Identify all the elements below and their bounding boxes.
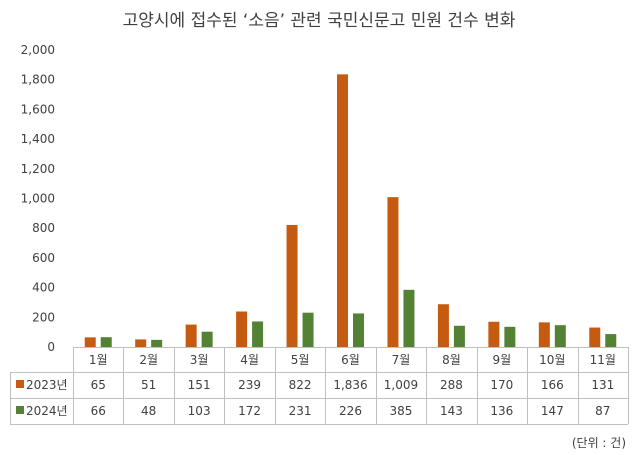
y-tick-label: 400	[32, 281, 55, 295]
data-label: 131	[591, 378, 614, 392]
data-label: 66	[91, 404, 106, 418]
category-label: 11월	[590, 353, 616, 367]
data-label: 103	[188, 404, 211, 418]
category-label: 4월	[240, 353, 259, 367]
bar	[135, 339, 147, 347]
y-tick-label: 600	[32, 251, 55, 265]
data-label: 385	[390, 404, 413, 418]
bar	[453, 325, 465, 347]
bar	[151, 339, 163, 347]
data-label: 170	[490, 378, 513, 392]
legend-swatch	[16, 406, 24, 414]
y-tick-label: 2,000	[21, 43, 55, 57]
data-label: 822	[289, 378, 312, 392]
data-label: 288	[440, 378, 463, 392]
data-label: 143	[440, 404, 463, 418]
y-tick-label: 1,000	[21, 192, 55, 206]
y-tick-label: 200	[32, 310, 55, 324]
category-label: 3월	[190, 353, 209, 367]
axis-layer: 0 200 400 600 800 1,000 1,200 1,400 1,600 1,800 2,…	[21, 43, 55, 354]
data-table: 1월 2월 3월 4월 5월 6월 7월 8월 9월 10월 11월 2023년 65 51 151 239 8…	[10, 347, 629, 425]
y-tick-label: 800	[32, 221, 55, 235]
bar	[337, 74, 348, 347]
category-label: 6월	[341, 353, 360, 367]
bar	[538, 322, 550, 347]
data-label: 239	[238, 378, 261, 392]
data-label: 136	[490, 404, 513, 418]
bars-layer	[84, 74, 617, 347]
legend-label: 2023년	[26, 378, 68, 392]
bar	[387, 197, 399, 347]
category-label: 9월	[493, 353, 512, 367]
bar	[504, 326, 516, 347]
data-label: 166	[541, 378, 564, 392]
data-label: 172	[238, 404, 261, 418]
y-tick-label: 0	[47, 340, 55, 354]
bar	[286, 224, 298, 347]
data-label: 151	[188, 378, 211, 392]
y-tick-label: 1,400	[21, 132, 55, 146]
data-label: 1,009	[384, 378, 418, 392]
data-label: 48	[141, 404, 156, 418]
data-label: 51	[141, 378, 156, 392]
legend-label: 2024년	[26, 404, 68, 418]
y-tick-label: 1,200	[21, 162, 55, 176]
bar	[84, 337, 96, 347]
y-tick-label: 1,800	[21, 73, 55, 87]
chart-title: 고양시에 접수된 ‘소음’ 관련 국민신문고 민원 건수 변화	[122, 11, 516, 31]
bar	[488, 321, 500, 347]
bar	[100, 337, 112, 347]
bar	[252, 321, 264, 347]
bar	[589, 327, 601, 347]
data-label: 231	[289, 404, 312, 418]
bar	[236, 311, 248, 347]
category-label: 2월	[139, 353, 158, 367]
data-label: 87	[595, 404, 610, 418]
category-label: 5월	[291, 353, 310, 367]
y-tick-label: 1,600	[21, 102, 55, 116]
unit-note: (단위 : 건)	[571, 436, 626, 450]
bar	[437, 304, 449, 347]
data-label: 147	[541, 404, 564, 418]
bar	[554, 325, 566, 347]
bar	[605, 334, 617, 347]
bar	[185, 324, 197, 347]
category-label: 7월	[392, 353, 411, 367]
bar	[302, 312, 314, 347]
data-label: 226	[339, 404, 362, 418]
data-label: 65	[91, 378, 106, 392]
legend-swatch	[16, 380, 24, 388]
category-label: 8월	[442, 353, 461, 367]
data-label: 1,836	[333, 378, 367, 392]
bar	[201, 331, 213, 347]
bar	[353, 313, 364, 347]
bar	[403, 289, 415, 347]
category-label: 10월	[539, 353, 565, 367]
category-label: 1월	[89, 353, 108, 367]
